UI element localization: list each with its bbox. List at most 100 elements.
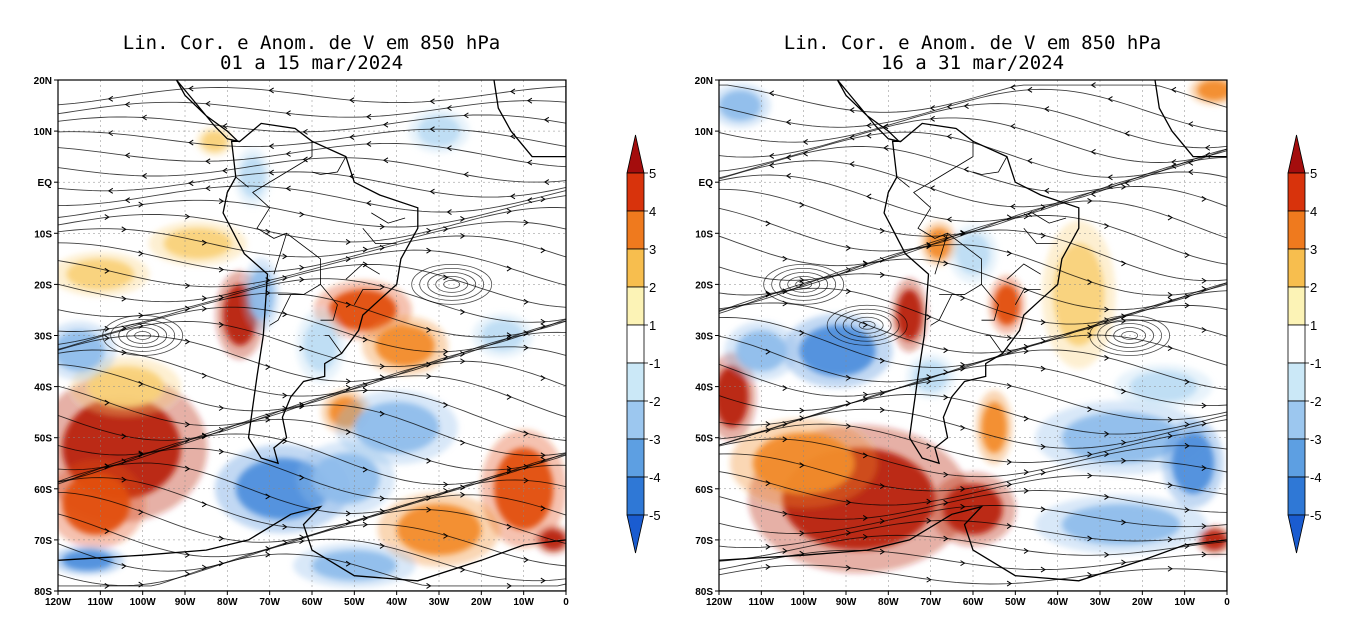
flow-arrow	[345, 519, 352, 525]
colorbar-segment	[626, 476, 645, 516]
colorbar-label: -3	[1310, 432, 1322, 447]
flow-arrow	[946, 133, 952, 140]
anomaly-halo	[58, 545, 125, 576]
flow-arrow	[460, 484, 466, 491]
map-area	[719, 80, 1227, 591]
flow-arrow	[1121, 313, 1127, 320]
flow-arrow	[1023, 547, 1029, 554]
flow-arrow	[265, 493, 271, 500]
flow-arrow	[799, 280, 805, 287]
country-border	[252, 141, 313, 209]
flow-arrow	[121, 226, 127, 233]
flow-arrow	[379, 374, 385, 381]
flow-arrow	[218, 321, 225, 328]
longitude-label: 50W	[344, 597, 365, 608]
longitude-label: 100W	[791, 597, 818, 608]
flow-arrow	[184, 552, 191, 558]
flow-arrow	[943, 499, 949, 506]
flow-arrow	[1184, 421, 1190, 428]
flow-arrow	[1167, 536, 1173, 543]
flow-arrow	[1121, 559, 1127, 566]
colorbar-label: -4	[1310, 470, 1322, 485]
flow-arrow	[299, 538, 305, 544]
flow-arrow	[429, 188, 435, 195]
flow-arrow	[379, 543, 385, 549]
flow-arrow	[1023, 487, 1029, 494]
country-border	[256, 207, 287, 239]
flow-arrow	[879, 548, 886, 555]
flow-arrow	[1121, 317, 1127, 324]
flow-arrow	[1121, 183, 1127, 190]
flow-arrow	[104, 463, 110, 470]
flow-arrow	[943, 535, 949, 542]
flow-arrow	[845, 565, 852, 571]
anomaly-halo	[1042, 220, 1116, 369]
flow-arrow	[299, 403, 305, 410]
flow-arrow	[526, 159, 533, 166]
flow-arrow	[1087, 332, 1093, 339]
flow-arrow	[1104, 451, 1110, 458]
flow-arrow	[879, 407, 886, 413]
flow-arrow	[282, 311, 288, 318]
flow-arrow	[845, 288, 852, 295]
flow-arrow	[362, 521, 368, 528]
colorbar-segment	[1287, 400, 1306, 440]
colorbar-segment	[626, 286, 645, 326]
flow-arrow	[443, 226, 449, 232]
flow-arrow	[1087, 451, 1093, 458]
flow-arrow	[104, 335, 110, 342]
flow-arrow	[345, 256, 352, 262]
flow-arrow	[1006, 459, 1013, 465]
country-border	[362, 227, 397, 244]
flow-arrow	[218, 426, 225, 433]
flow-arrow	[443, 487, 449, 494]
circulation-gyre	[842, 312, 892, 338]
longitude-label: 0	[563, 597, 569, 608]
flow-arrow	[1023, 469, 1029, 476]
flow-arrow	[184, 570, 191, 577]
flow-arrow	[184, 305, 191, 312]
colorbar-segment	[626, 324, 645, 364]
flow-arrow	[1104, 494, 1110, 500]
longitude-label: 100W	[130, 597, 157, 608]
colorbar-label: 2	[1310, 280, 1317, 295]
circulation-gyre	[419, 267, 485, 301]
flow-arrow	[506, 465, 512, 472]
circulation-gyre	[411, 263, 493, 305]
south-america-coastline	[222, 122, 419, 465]
panel-period: 16 a 31 mar/2024	[880, 52, 1065, 74]
flow-arrow	[362, 261, 368, 268]
flow-arrow	[104, 214, 110, 221]
flow-arrow	[362, 246, 368, 253]
flow-arrow	[1006, 335, 1013, 341]
flow-arrow	[1040, 338, 1046, 344]
anomaly-halo	[719, 83, 771, 128]
flow-arrow	[188, 139, 194, 146]
flow-arrow	[523, 556, 529, 563]
circulation-gyre	[771, 267, 837, 301]
flow-arrow	[506, 334, 512, 341]
flow-arrow	[960, 295, 966, 301]
flow-arrow	[879, 227, 886, 234]
circulation-gyre	[834, 308, 900, 342]
flow-arrow	[1087, 472, 1093, 479]
flow-arrow	[926, 378, 932, 385]
streamline	[719, 244, 1227, 296]
anomaly-halo	[988, 275, 1026, 335]
flow-arrow	[960, 503, 966, 510]
flow-arrow	[1121, 439, 1127, 446]
country-border	[371, 212, 406, 224]
streamline	[58, 86, 566, 106]
flow-arrow	[282, 392, 288, 399]
flow-arrow	[960, 486, 966, 492]
grid-lines	[58, 80, 566, 591]
flow-arrow	[1107, 96, 1113, 102]
flow-arrow	[1087, 279, 1093, 285]
colorbar-segment	[1287, 476, 1306, 516]
flow-arrow	[218, 405, 225, 411]
flow-arrow	[943, 260, 949, 267]
flow-arrow	[768, 152, 775, 159]
flow-arrow	[201, 305, 208, 312]
flow-arrow	[1201, 195, 1207, 202]
longitude-label: 80W	[217, 597, 238, 608]
